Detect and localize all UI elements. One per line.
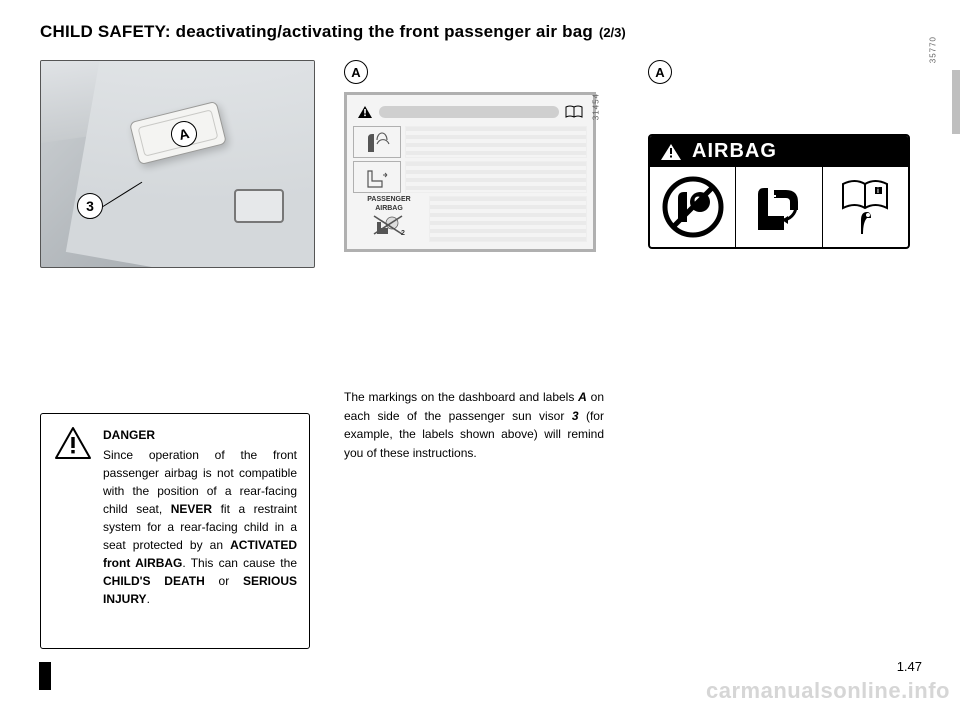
label-panel-header <box>353 101 587 123</box>
airbag-cell-prohibit <box>650 167 736 247</box>
visor-label-panel: 31454 <box>344 92 596 252</box>
marker-A-col2: A <box>344 60 368 84</box>
read-manual-icon: i <box>837 178 893 236</box>
danger-body: Since operation of the front passenger a… <box>103 448 297 606</box>
bleed-mark <box>39 662 51 690</box>
airbag-deploy-cross-icon: 2 <box>372 214 406 236</box>
svg-text:2: 2 <box>401 230 405 236</box>
column-3: A 35770 AIRBAG <box>648 60 930 649</box>
column-1: 31466 A 3 <box>40 60 322 649</box>
prohibit-rear-child-seat-icon <box>662 176 724 238</box>
reminder-paragraph: The markings on the dashboard and labels… <box>344 388 604 462</box>
seat-position-icon <box>362 165 392 189</box>
columns: 31466 A 3 <box>40 60 930 649</box>
callout-3-circle: 3 <box>77 193 103 219</box>
title-main: CHILD SAFETY: deactivating/activating th… <box>40 22 593 42</box>
marker-A-col3: A <box>648 60 672 84</box>
airbag-header-text: AIRBAG <box>692 140 777 163</box>
warning-triangle-small-icon <box>357 105 373 119</box>
figure-id-3: 35770 <box>928 36 937 63</box>
page: CHILD SAFETY: deactivating/activating th… <box>0 0 960 710</box>
paragraph-text: The markings on the dashboard and labels… <box>344 390 604 460</box>
danger-box: DANGER Since operation of the front pass… <box>40 413 310 649</box>
svg-text:i: i <box>877 188 879 195</box>
figure-id-2: 31454 <box>591 93 600 120</box>
column-2: A 31454 <box>344 60 626 649</box>
danger-title: DANGER <box>103 426 297 444</box>
label-row-3: PASSENGER AIRBAG 2 <box>353 196 587 242</box>
passenger-label-1: PASSENGER <box>367 196 410 203</box>
airbag-cell-seat-move <box>736 167 822 247</box>
page-number: 1.47 <box>897 659 922 674</box>
seat-slide-icon <box>746 176 812 238</box>
label-row-1 <box>353 126 587 158</box>
airbag-body: i <box>650 167 908 247</box>
callout-3: 3 <box>77 193 103 219</box>
airbag-cell-read-manual: i <box>823 167 908 247</box>
manual-icon <box>565 105 583 119</box>
page-title: CHILD SAFETY: deactivating/activating th… <box>40 22 930 42</box>
airbag-warning-label: AIRBAG <box>648 134 910 249</box>
watermark: carmanualsonline.info <box>706 678 950 704</box>
warning-triangle-inverse-icon <box>660 143 682 161</box>
danger-text: DANGER Since operation of the front pass… <box>103 426 297 608</box>
passenger-label-2: AIRBAG <box>375 205 403 212</box>
label-row-2 <box>353 161 587 193</box>
figure-sun-visor: 31466 A 3 <box>40 60 315 268</box>
title-part: (2/3) <box>599 25 626 40</box>
child-seat-side-icon <box>362 130 392 154</box>
warning-triangle-icon <box>53 426 93 462</box>
airbag-header: AIRBAG <box>650 136 908 167</box>
edge-tab <box>952 70 960 134</box>
